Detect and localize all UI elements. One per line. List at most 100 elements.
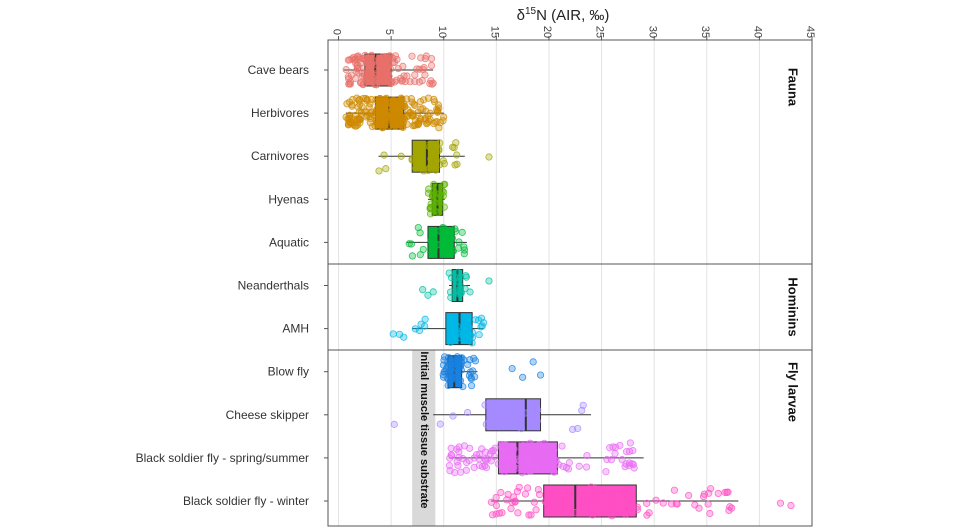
data-point xyxy=(618,456,626,464)
data-point xyxy=(365,103,373,111)
data-point xyxy=(456,286,464,294)
category-label: Aquatic xyxy=(269,235,309,249)
data-point xyxy=(414,223,422,232)
outlier-point xyxy=(419,286,427,294)
outlier-point xyxy=(424,291,432,299)
data-point xyxy=(444,375,452,383)
data-point xyxy=(418,77,426,85)
box-amh xyxy=(389,312,488,347)
data-point xyxy=(439,157,447,165)
data-point xyxy=(592,485,600,493)
data-point xyxy=(427,61,436,70)
data-point xyxy=(430,98,439,106)
data-point xyxy=(486,413,495,421)
data-point xyxy=(500,468,508,476)
data-point xyxy=(462,272,470,280)
data-point xyxy=(430,180,438,188)
data-point xyxy=(430,249,438,257)
data-point xyxy=(534,406,542,414)
data-point xyxy=(446,358,454,366)
data-point xyxy=(373,69,381,77)
data-point xyxy=(705,489,713,497)
data-point xyxy=(446,467,454,475)
data-point xyxy=(466,288,474,296)
data-point xyxy=(611,443,620,451)
data-point xyxy=(595,509,603,517)
data-point xyxy=(500,461,508,469)
data-point xyxy=(453,151,461,159)
data-point xyxy=(620,489,628,498)
data-point xyxy=(478,462,487,471)
data-point xyxy=(522,468,531,476)
data-point xyxy=(602,468,610,476)
data-point xyxy=(446,288,455,296)
data-point xyxy=(728,504,736,512)
data-point xyxy=(526,439,534,447)
data-point xyxy=(355,54,363,62)
data-point xyxy=(384,109,392,117)
x-tick-label: 0 xyxy=(331,29,343,35)
data-point xyxy=(451,161,459,169)
data-point xyxy=(378,64,386,72)
data-point xyxy=(456,289,465,297)
outlier-point xyxy=(390,420,398,428)
data-point xyxy=(659,499,667,507)
data-point xyxy=(344,56,352,64)
data-point xyxy=(545,489,553,497)
data-point xyxy=(408,155,416,163)
data-point xyxy=(714,489,722,498)
data-point xyxy=(436,227,444,235)
outlier-point xyxy=(429,288,437,296)
data-point xyxy=(462,466,470,474)
data-point xyxy=(549,500,557,508)
data-point xyxy=(356,119,364,127)
data-point xyxy=(456,273,465,281)
data-point xyxy=(577,498,586,506)
box-neanderthals xyxy=(419,268,493,302)
data-point xyxy=(488,511,497,519)
data-point xyxy=(475,331,483,339)
data-point xyxy=(440,353,449,361)
data-point xyxy=(388,78,396,86)
data-point xyxy=(583,499,592,508)
data-point xyxy=(427,77,435,85)
data-point xyxy=(589,490,597,498)
data-point xyxy=(497,440,505,449)
data-point xyxy=(368,122,376,131)
x-tick-label: 40 xyxy=(751,26,763,38)
category-label: Neanderthals xyxy=(238,279,309,293)
outlier-point xyxy=(389,330,397,338)
data-point xyxy=(574,424,582,433)
data-point xyxy=(398,76,407,85)
data-point xyxy=(449,412,457,420)
data-point xyxy=(439,188,448,196)
data-point xyxy=(426,109,434,117)
data-point xyxy=(446,332,455,341)
data-point xyxy=(539,447,547,455)
data-point xyxy=(382,96,390,104)
data-point xyxy=(374,101,383,109)
data-point xyxy=(453,361,461,369)
data-point xyxy=(487,498,495,506)
data-point xyxy=(401,102,409,111)
data-point xyxy=(342,66,350,74)
grid-lines xyxy=(338,40,813,526)
data-point xyxy=(531,451,539,459)
box-herbivores xyxy=(342,94,448,132)
data-point xyxy=(519,441,527,450)
data-point xyxy=(625,459,634,467)
outlier-point xyxy=(485,153,493,161)
outlier-point xyxy=(787,501,795,510)
data-point xyxy=(540,439,548,447)
data-point xyxy=(462,327,470,335)
delta-symbol: δ xyxy=(517,7,525,24)
data-point xyxy=(427,54,436,63)
data-point xyxy=(435,104,443,112)
data-point xyxy=(440,247,448,255)
data-point xyxy=(376,95,384,103)
data-point xyxy=(464,408,472,417)
data-point xyxy=(421,315,429,323)
data-point xyxy=(467,373,475,382)
data-point xyxy=(530,498,538,506)
data-point xyxy=(524,484,532,492)
